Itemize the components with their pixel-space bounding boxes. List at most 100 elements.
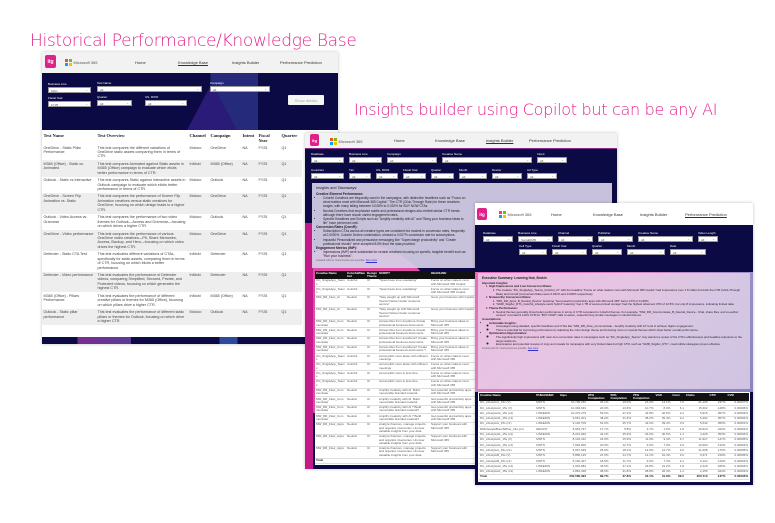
column-header[interactable]: Campaign: [210, 133, 231, 138]
filter-value[interactable]: All: [552, 249, 587, 255]
creative-row[interactable]: DC_LifestyleA2_15s (c1) LINKEDIN 4,932,684…: [479, 463, 749, 470]
column-header[interactable]: Colorful/Neutral: [346, 271, 366, 279]
column-header[interactable]: Conv: [671, 393, 685, 401]
creative-row[interactable]: OC_SingleApp_Teams Colorful UI Accomplish m…: [315, 370, 475, 380]
creative-row[interactable]: MW_DR_Flow_Apps Neutral UI Analyze finances…: [315, 446, 475, 459]
filter-value[interactable]: All: [349, 173, 371, 179]
nav-knowledge-base[interactable]: Knowledge Base: [593, 211, 624, 217]
column-header[interactable]: Channel: [189, 133, 206, 138]
filter-value[interactable]: All: [442, 157, 532, 163]
filter-value[interactable]: All: [311, 157, 344, 163]
creative-row[interactable]: MW_DR_Flow_Communicate Neutral UI Access fi…: [315, 319, 475, 329]
column-header[interactable]: VCR: [654, 393, 672, 401]
creative-row[interactable]: DC_LifestyleA1_15s (c1) MNTN 7,992,809 20.9…: [479, 442, 749, 449]
filter-value[interactable]: All: [403, 173, 426, 179]
filter-database[interactable]: Database All: [311, 152, 344, 163]
column-header[interactable]: PUBLISHER: [535, 393, 559, 401]
column-header[interactable]: Test Overview: [97, 133, 125, 138]
creative-row[interactable]: MW_DR_Flow_AI Neutral UI "Stay caught up wi…: [315, 295, 475, 308]
filter-date[interactable]: Date All: [670, 244, 706, 255]
creative-row[interactable]: DC_LifestyleA_15s (c1) LINKEDIN 9,130,709 5…: [479, 421, 749, 428]
filter-value[interactable]: SocialDMB: [518, 236, 553, 242]
test-row[interactable]: Outlook - Static pillar performance This …: [42, 308, 302, 325]
filter-value[interactable]: All: [492, 173, 522, 179]
test-row[interactable]: Defender - Video performance This test ev…: [42, 271, 302, 293]
filter-value[interactable]: All: [387, 157, 437, 163]
filter-test-name[interactable]: Test Name All: [97, 81, 202, 92]
filter-business-line[interactable]: Business Line MAC: [48, 82, 91, 93]
filter-value[interactable]: All: [376, 173, 398, 179]
test-row[interactable]: Outlook - Video Access vs. Grammar This t…: [42, 214, 302, 230]
nav-performance-prediction[interactable]: Performance Prediction: [280, 60, 322, 65]
filter-business-line[interactable]: Business Line All: [349, 152, 382, 163]
creative-row[interactable]: MW_DR_Flow_Apps Neutral UI Analyze finances…: [315, 422, 475, 435]
filter-business-line[interactable]: Business Line SocialDMB: [518, 231, 553, 242]
column-header[interactable]: CTR: [708, 393, 727, 401]
filter-value[interactable]: All: [558, 236, 593, 242]
filter-fiscal-year[interactable]: Fiscal Year All: [403, 168, 426, 179]
filter-value[interactable]: All: [431, 173, 454, 179]
filter-value[interactable]: All: [698, 236, 718, 242]
creative-row[interactable]: DC_LifestyleA1_15s (c1) LINKEDIN 9,661,301…: [479, 416, 749, 422]
nav-performance-prediction[interactable]: Performance Prediction: [529, 138, 571, 143]
filter-value[interactable]: All: [627, 249, 665, 255]
filter-database[interactable]: Database All: [483, 231, 513, 242]
filter-value[interactable]: All: [598, 236, 633, 242]
nav-insights-builder[interactable]: Insights Builder: [232, 60, 260, 65]
creative-row[interactable]: DC_LifestyleA2_15s (V) MNTN 10,394,649 20.0…: [479, 405, 749, 412]
column-header[interactable]: HEADLINE: [430, 271, 475, 279]
creative-row[interactable]: OC_SingleApp_Teams Colorful UI Accomplish m…: [315, 379, 475, 389]
creative-row[interactable]: DC_LifestyleA1_15s (c1) LINKEDIN 8,243,940…: [479, 432, 749, 438]
filter-value[interactable]: All: [592, 249, 622, 255]
filter-us-row[interactable]: US, ROW All: [145, 95, 187, 106]
creative-row[interactable]: DC_LifestyleB_15s (c1) MNTN 5,160,407 18.9%…: [479, 458, 749, 465]
show-details-button[interactable]: Show details: [288, 95, 324, 105]
column-header[interactable]: SCRIPT: [378, 271, 430, 279]
filter-countries[interactable]: Countries All: [311, 168, 344, 179]
test-row[interactable]: M365 (Office) - Pillars Performance This …: [42, 292, 302, 308]
filter-month[interactable]: Month All: [627, 244, 665, 255]
filter-value[interactable]: All: [519, 249, 547, 255]
filter-campaign[interactable]: Campaign All: [210, 81, 270, 92]
filter-tier[interactable]: Tier All: [349, 168, 371, 179]
nav-home[interactable]: Home: [551, 211, 562, 217]
creative-row[interactable]: DC_LifestyleB_15s (V) MNTN 5,886,145 21.5% 1…: [479, 453, 749, 460]
column-header[interactable]: Design Theme: [366, 271, 378, 279]
filter-value[interactable]: All: [537, 157, 567, 163]
test-row[interactable]: Defender - Static CTA Test This test eval…: [42, 251, 302, 272]
filter-video-length[interactable]: Video Length All: [698, 231, 718, 242]
test-row[interactable]: OneDrive - Video performance This test co…: [42, 230, 302, 251]
column-header[interactable]: Clicks: [684, 393, 709, 401]
creative-row[interactable]: MW_DR_Flow_Communicate Neutral UI Amplify c…: [315, 413, 475, 423]
column-header[interactable]: Intent: [242, 133, 255, 138]
column-header[interactable]: Creative Name: [315, 271, 346, 279]
nav-knowledge-base[interactable]: Knowledge Base: [178, 60, 209, 65]
creative-row[interactable]: MW_DR_Flow_Communicate Neutral UI Access fi…: [315, 327, 475, 337]
creative-row[interactable]: DC_LifestyleC_15s (V) MNTN 10,705,260 26.1%…: [479, 401, 749, 407]
nav-home[interactable]: Home: [394, 138, 405, 143]
filter-fiscal-year[interactable]: Fiscal Year FY25: [48, 96, 91, 107]
column-header[interactable]: Test Name: [43, 133, 64, 138]
creative-row[interactable]: MW_DR_Flow_Communicate Neutral UI Access fi…: [315, 345, 475, 355]
creative-row[interactable]: DC_LifestyleA2_15s (c1) LINKEDIN 10,370,27…: [479, 410, 749, 417]
filter-value[interactable]: All: [638, 236, 693, 242]
creative-row[interactable]: MW_DR_Flow_Apps Neutral UI Analyze finances…: [315, 434, 475, 447]
nav-home[interactable]: Home: [135, 60, 146, 65]
column-header[interactable]: Fiscal Year: [258, 133, 270, 143]
filter-quarter[interactable]: Quarter All: [592, 244, 622, 255]
nav-insights-builder[interactable]: Insights Builder: [486, 138, 514, 143]
filter-value[interactable]: All: [670, 249, 706, 255]
column-header[interactable]: Quarter: [281, 133, 298, 138]
filter-value[interactable]: All: [483, 236, 513, 242]
filter-fiscal-year[interactable]: Fiscal Year All: [552, 244, 587, 255]
creative-row[interactable]: DMLifestyleBrandWhite_15s (c1) REDDIT 8,96…: [479, 426, 749, 433]
filter-month[interactable]: Month All: [459, 168, 487, 179]
column-header[interactable]: 75% Completion: [632, 393, 655, 401]
filter-creative-name[interactable]: Creative Name All: [638, 231, 693, 242]
column-header[interactable]: 25% Completion: [587, 393, 610, 401]
filter-channel[interactable]: Channel All: [558, 231, 593, 242]
creative-row[interactable]: MW_DR_Flow_AI Neutral UI "Stay caught up wi…: [315, 307, 475, 320]
column-header[interactable]: Creative Name: [479, 393, 536, 401]
test-row[interactable]: OneDrive - Screen Flip Animation vs. Sta…: [42, 192, 302, 214]
nav-knowledge-base[interactable]: Knowledge Base: [435, 138, 466, 143]
